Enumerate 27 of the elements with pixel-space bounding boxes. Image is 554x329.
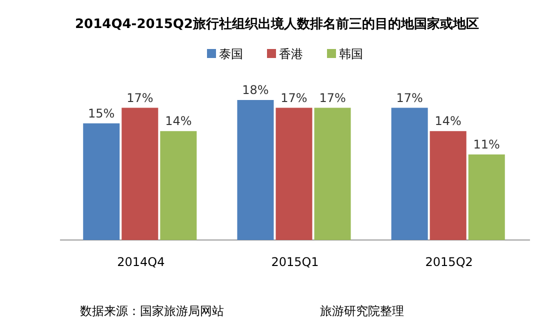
data-label: 14% — [434, 114, 462, 128]
bar — [430, 131, 466, 240]
bar — [160, 131, 197, 240]
bar — [122, 108, 158, 240]
legend-label: 香港 — [279, 47, 303, 61]
bar — [391, 108, 428, 240]
data-label: 17% — [280, 90, 308, 105]
bar — [314, 108, 351, 240]
bar — [237, 100, 274, 240]
x-tick-label: 2015Q2 — [425, 255, 473, 269]
bar — [468, 154, 505, 240]
data-label: 17% — [126, 90, 154, 105]
bar — [276, 108, 312, 240]
bar — [83, 123, 120, 240]
source-note: 数据来源：国家旅游局网站 — [80, 304, 224, 318]
legend-label: 泰国 — [219, 47, 243, 61]
x-tick-label: 2014Q4 — [117, 255, 165, 269]
data-label: 11% — [473, 137, 500, 152]
data-label: 17% — [396, 90, 423, 105]
data-label: 14% — [165, 114, 192, 128]
legend-label: 韩国 — [339, 47, 363, 61]
data-label: 17% — [319, 90, 346, 105]
chart-title: 2014Q4-2015Q2旅行社组织出境人数排名前三的目的地国家或地区 — [75, 16, 479, 32]
text: 旅游研究院整理 — [320, 304, 404, 318]
data-label: 15% — [88, 106, 115, 120]
x-tick-label: 2015Q1 — [271, 255, 319, 269]
data-label: 18% — [242, 83, 269, 97]
